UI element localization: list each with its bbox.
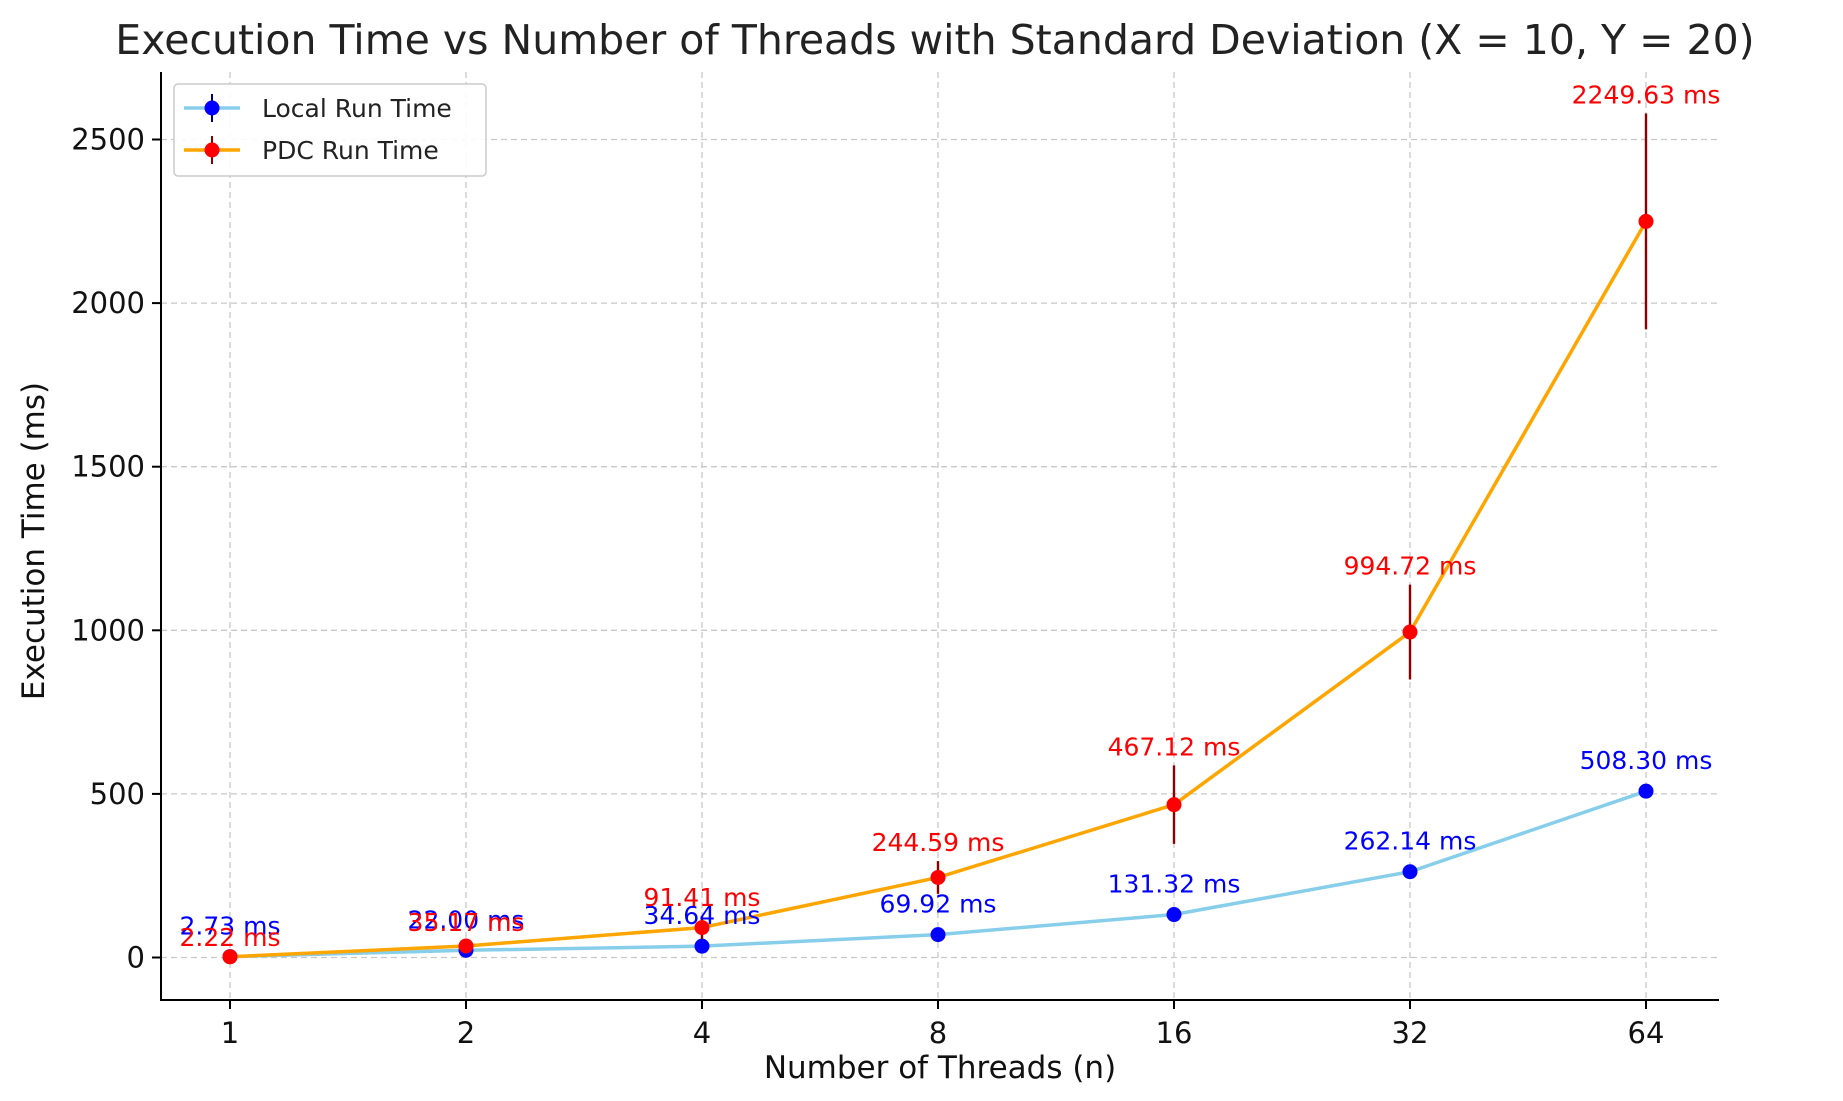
- x-tick-label: 8: [929, 1016, 947, 1050]
- legend: Local Run Time PDC Run Time: [173, 83, 487, 177]
- data-label: 262.14 ms: [1344, 827, 1477, 856]
- data-point: [458, 938, 474, 954]
- data-point: [222, 949, 238, 965]
- x-tick-label: 16: [1156, 1016, 1193, 1050]
- data-label: 244.59 ms: [872, 828, 1005, 857]
- data-point: [1166, 797, 1182, 813]
- legend-marker: [204, 100, 220, 116]
- data-point: [1638, 213, 1654, 229]
- data-label: 508.30 ms: [1580, 746, 1713, 775]
- legend-label-2: PDC Run Time: [262, 136, 439, 165]
- data-point: [1402, 864, 1418, 880]
- x-tick-label: 2: [457, 1016, 475, 1050]
- data-label: 91.41 ms: [644, 883, 761, 912]
- data-label: 994.72 ms: [1344, 552, 1477, 581]
- data-point: [930, 927, 946, 943]
- y-tick-label: 0: [127, 941, 145, 975]
- data-label: 2.22 ms: [180, 923, 281, 952]
- data-labels: 2.73 ms 22.00 ms 34.64 ms 69.92 ms 131.32 ms…: [180, 80, 1721, 951]
- data-label: 34.64 ms: [644, 901, 761, 930]
- x-tick-label: 32: [1392, 1016, 1429, 1050]
- legend-label-1: Local Run Time: [262, 94, 452, 123]
- legend-marker: [204, 142, 220, 158]
- x-tick-label: 1: [221, 1016, 239, 1050]
- y-tick-label: 500: [90, 777, 145, 811]
- y-tick-label: 1000: [71, 613, 145, 647]
- x-axis-label: Number of Threads (n): [764, 1050, 1116, 1086]
- y-axis-label: Execution Time (ms): [16, 382, 52, 700]
- data-point: [1638, 783, 1654, 799]
- data-point: [1402, 624, 1418, 640]
- data-point: [930, 869, 946, 885]
- data-label: 467.12 ms: [1108, 732, 1241, 761]
- x-tick-label: 4: [693, 1016, 711, 1050]
- gridlines: [161, 72, 1719, 1000]
- data-label: 35.17 ms: [408, 908, 525, 937]
- data-label: 131.32 ms: [1108, 870, 1241, 899]
- data-label: 69.92 ms: [880, 890, 997, 919]
- data-label: 22.00 ms: [408, 905, 525, 934]
- data-label: 2249.63 ms: [1572, 80, 1721, 109]
- data-point: [1166, 907, 1182, 923]
- legend-box: [173, 83, 487, 177]
- data-point: [694, 938, 710, 954]
- data-point: [694, 920, 710, 936]
- series-group: [222, 113, 1654, 965]
- data-label: 2.73 ms: [180, 912, 281, 941]
- y-tick-label: 2000: [71, 286, 145, 320]
- y-tick-label: 1500: [71, 450, 145, 484]
- axis-spines: [160, 72, 1719, 1001]
- y-tick-label: 2500: [71, 123, 145, 157]
- x-tick-label: 64: [1628, 1016, 1665, 1050]
- chart-title: Execution Time vs Number of Threads with…: [115, 16, 1754, 64]
- axis-ticks: 1 2 4 8 16 32 64 0 500 1000 1500 2000 2500: [71, 123, 1664, 1051]
